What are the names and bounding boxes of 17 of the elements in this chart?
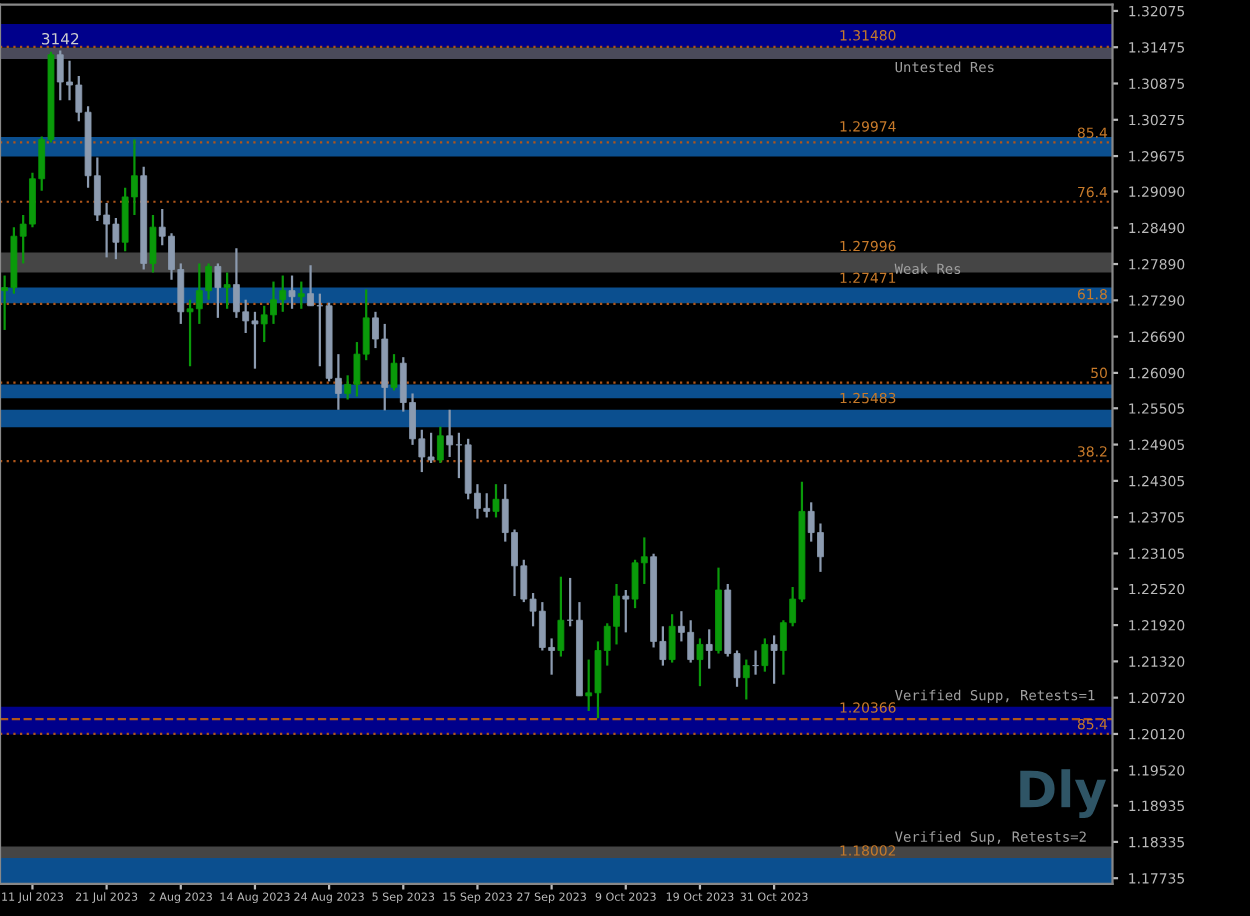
candlestick [622, 588, 630, 634]
candlestick [390, 353, 398, 392]
candlestick [742, 658, 750, 701]
candlestick [214, 262, 222, 319]
candlestick [492, 483, 500, 519]
candlestick [557, 575, 565, 658]
candlestick [436, 425, 444, 465]
annotation: Dly [1020, 769, 1107, 818]
candlestick [770, 634, 778, 685]
candlestick [223, 271, 231, 310]
candlestick [761, 637, 769, 673]
candlestick [297, 280, 305, 310]
candlestick [288, 274, 296, 310]
candlestick [705, 628, 713, 670]
candlestick [668, 613, 676, 664]
candlestick [696, 637, 704, 688]
candlestick [752, 649, 759, 676]
